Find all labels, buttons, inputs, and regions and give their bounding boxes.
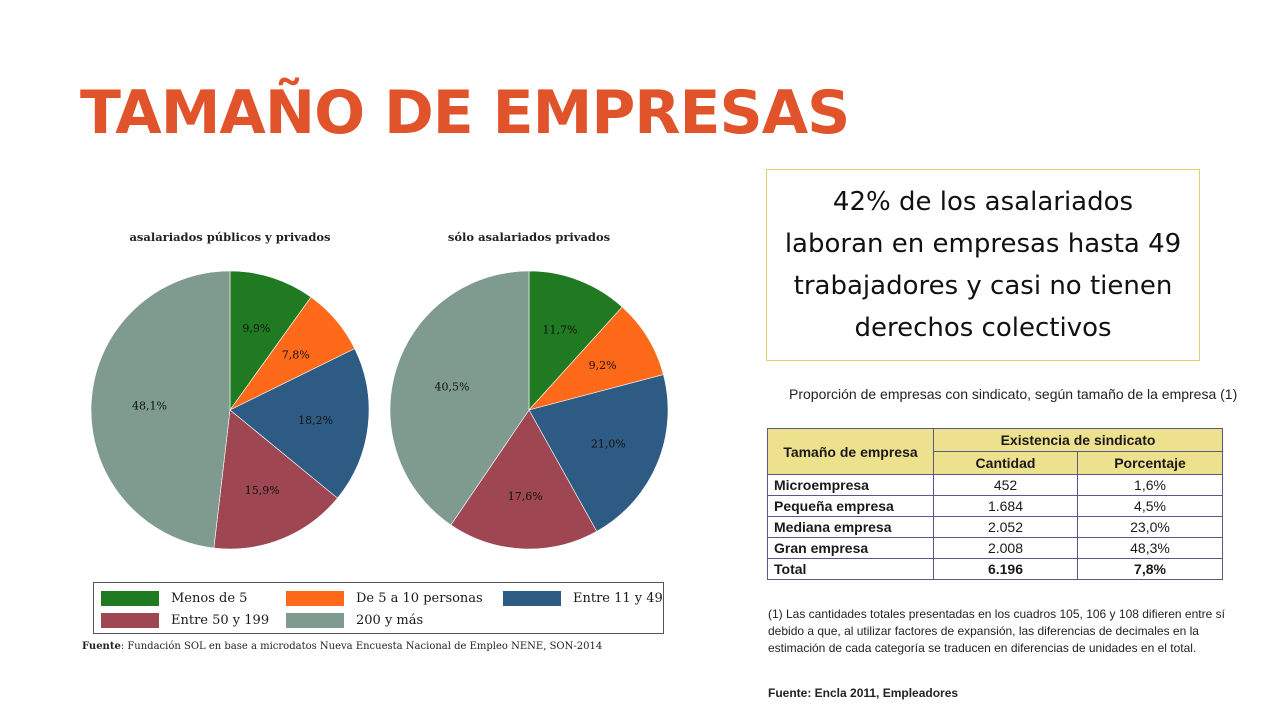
pie-label-1-2: 7,8% [282,348,310,361]
legend-swatch [503,590,561,606]
header-cantidad: Cantidad [933,451,1078,475]
row-cantidad: 1.684 [933,495,1078,517]
row-cantidad: 452 [933,474,1078,496]
chart-legend: Menos de 5 De 5 a 10 personas Entre 11 y… [93,582,664,634]
row-porcentaje: 48,3% [1077,537,1223,559]
slide-title: TAMAÑO DE EMPRESAS [80,78,850,148]
row-cantidad: 2.008 [933,537,1078,559]
pie-slice-2-2 [528,306,664,411]
pie-label-1-4: 15,9% [245,484,280,497]
legend-label: Entre 50 y 199 [171,612,270,628]
legend-label: De 5 a 10 personas [356,590,483,606]
table-row: Gran empresa 2.008 48,3% [767,537,1223,559]
row-porcentaje: 4,5% [1077,495,1223,517]
pie-label-1-3: 18,2% [298,414,333,427]
table-source: Fuente: Encla 2011, Empleadores [768,686,959,700]
legend-item-50-a-199: Entre 50 y 199 [101,611,269,629]
header-group: Existencia de sindicato [933,428,1223,452]
row-porcentaje: 1,6% [1077,474,1223,496]
pie-slice-2-5 [389,270,530,526]
pie-label-2-5: 40,5% [434,380,469,393]
legend-item-200-y-mas: 200 y más [286,611,423,629]
pie-charts: 9,9% 7,8% 18,2% 15,9% 48,1% 11,7% 9,2% 21,0% 17,… [90,270,669,550]
pie-label-2-2: 9,2% [589,359,617,372]
callout-box: 42% de los asalariados laboran en empres… [766,169,1200,361]
legend-item-5-a-10: De 5 a 10 personas [286,589,483,607]
pie-label-1-1: 9,9% [242,322,270,335]
union-table: Tamaño de empresa Existencia de sindicat… [767,428,1223,580]
header-porcentaje: Porcentaje [1077,451,1223,475]
row-cantidad: 2.052 [933,516,1078,538]
pie-slice-2-1 [528,270,623,411]
row-category: Mediana empresa [767,516,934,538]
table-row-total: Total 6.196 7,8% [767,558,1223,580]
row-porcentaje: 23,0% [1077,516,1223,538]
legend-label: Menos de 5 [171,590,248,606]
pie-label-2-3: 21,0% [591,438,626,451]
pie-slice-1-4 [213,409,338,550]
legend-label: Entre 11 y 49 [573,590,663,606]
row-cantidad: 6.196 [933,558,1078,580]
pie-slice-2-3 [528,374,669,532]
source-text: : Fundación SOL en base a microdatos Nue… [120,641,603,652]
legend-item-menos-de-5: Menos de 5 [101,589,247,607]
pie-label-1-5: 48,1% [132,399,167,412]
table-footnote: (1) Las cantidades totales presentadas e… [768,607,1225,655]
source-prefix: Fuente [82,641,121,652]
table-row: Mediana empresa 2.052 23,0% [767,516,1223,538]
pie-slice-1-3 [229,348,370,499]
row-category: Gran empresa [767,537,934,559]
pie-label-2-4: 17,6% [508,490,543,503]
pie-label-2-1: 11,7% [542,324,577,337]
pie-title-right: sólo asalariados privados [447,230,611,244]
legend-swatch [286,590,344,606]
pie-slice-1-5 [90,270,231,549]
pie-slice-2-4 [450,409,598,550]
row-category: Pequeña empresa [767,495,934,517]
table-row: Microempresa 452 1,6% [767,474,1223,496]
pie-slice-1-1 [229,270,312,411]
legend-swatch [101,612,159,628]
row-category: Microempresa [767,474,934,496]
legend-swatch [101,590,159,606]
table-caption: Proporción de empresas con sindicato, se… [789,386,1238,402]
legend-label: 200 y más [356,612,424,628]
header-category: Tamaño de empresa [767,428,934,475]
row-category: Total [767,558,934,580]
legend-swatch [286,612,344,628]
chart-source: Fuente: Fundación SOL en base a microdat… [82,641,602,652]
legend-item-11-a-49: Entre 11 y 49 [503,589,663,607]
pie-title-left: asalariados públicos y privados [129,230,331,244]
table-row: Pequeña empresa 1.684 4,5% [767,495,1223,517]
row-porcentaje: 7,8% [1077,558,1223,580]
